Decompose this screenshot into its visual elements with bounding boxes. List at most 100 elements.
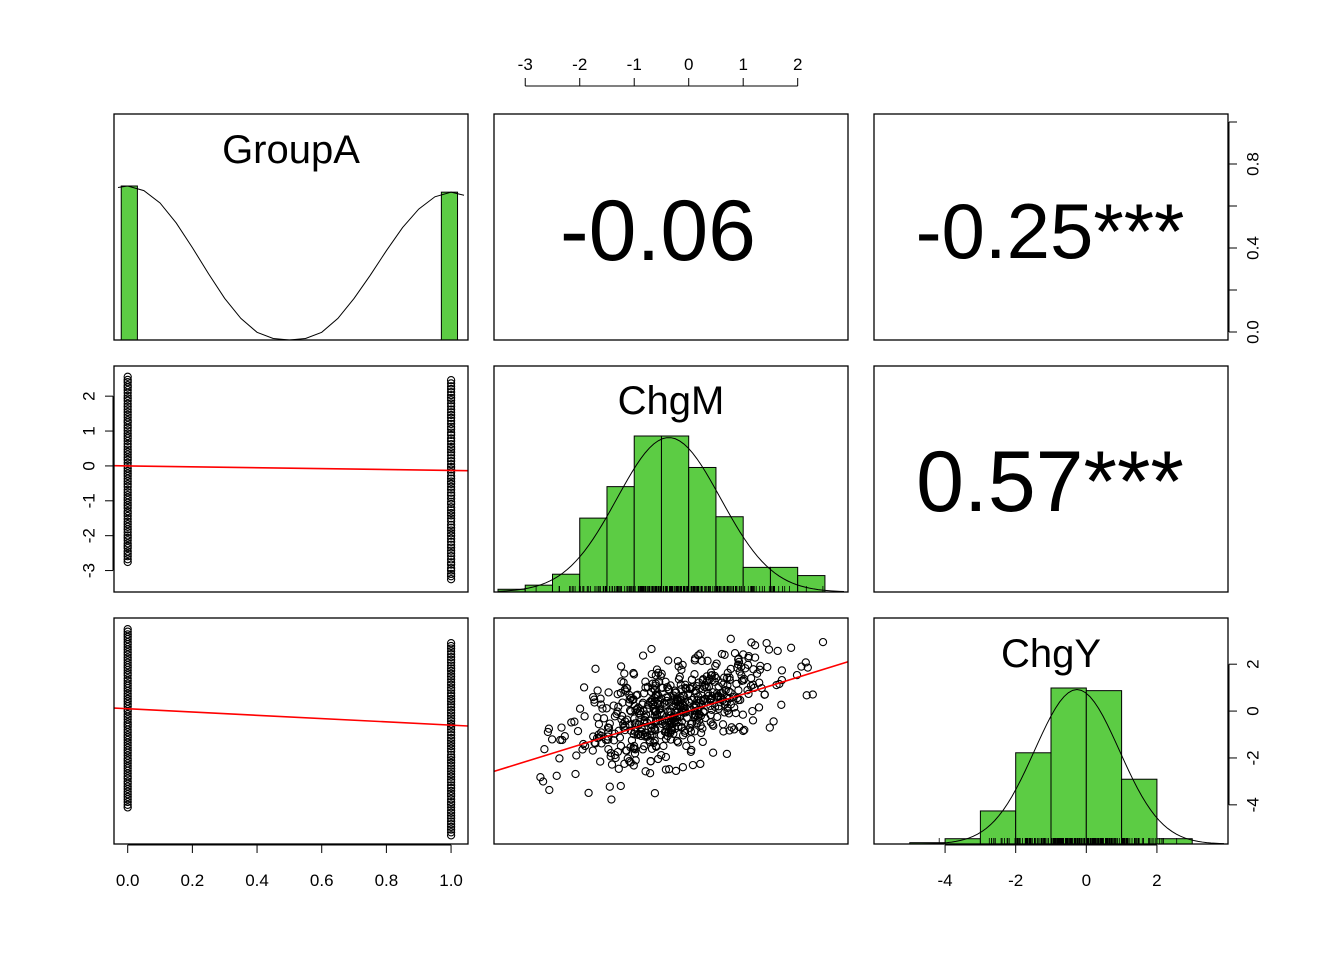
chgy-vs-groupa-point — [446, 808, 456, 817]
chgy-vs-groupa-point — [446, 775, 456, 784]
chgm-vs-groupa-point — [123, 495, 132, 505]
chgm-vs-groupa-point — [446, 497, 456, 506]
chgm-vs-groupa-point — [446, 434, 456, 443]
chgm-vs-groupa-point — [446, 485, 456, 494]
chgm-vs-groupa-point — [123, 555, 132, 564]
chgy-vs-groupa-point — [446, 680, 456, 689]
chgm-vs-groupa-point — [123, 445, 132, 454]
chgy-vs-groupa-point — [123, 782, 132, 791]
chgy-vs-chgm-point — [674, 722, 683, 731]
chgm-vs-groupa-point — [446, 479, 456, 489]
chgy-vs-chgm-point — [749, 665, 758, 674]
chgm-vs-groupa-point — [446, 430, 456, 440]
chgm-vs-groupa-point — [446, 511, 456, 520]
chgy-vs-groupa-point — [446, 800, 456, 809]
chgy-rug — [938, 838, 1178, 844]
chgy-hist-bar — [1015, 752, 1052, 845]
left-mid-axis-tick-label: -2 — [80, 528, 99, 543]
chgy-vs-groupa-point — [446, 736, 456, 745]
chgy-vs-chgm-point — [556, 735, 565, 745]
chgm-vs-groupa-point — [446, 410, 456, 420]
top-axis-tick-label: -2 — [572, 55, 587, 74]
chgy-vs-chgm-point — [674, 662, 683, 671]
chgm-vs-groupa-point — [123, 394, 132, 403]
chgy-vs-groupa-point — [446, 789, 456, 798]
chgm-vs-groupa-point — [446, 376, 456, 385]
chgm-vs-groupa-point — [446, 456, 456, 466]
chgy-vs-chgm-point — [557, 723, 566, 732]
chgy-hist-bar — [1085, 690, 1123, 845]
chgm-vs-groupa-point — [123, 410, 132, 419]
chgy-vs-chgm-point — [755, 665, 765, 674]
chgm-hist-bar — [633, 435, 662, 593]
chgm-vs-groupa-point — [446, 558, 456, 567]
chgm-vs-groupa-point — [123, 557, 132, 567]
chgy-vs-chgm-point — [754, 703, 764, 712]
chgy-vs-chgm-point — [737, 676, 747, 685]
chgy-vs-chgm-point — [651, 707, 661, 716]
chgy-vs-chgm-point — [647, 697, 656, 707]
chgy-vs-groupa-point — [446, 672, 456, 681]
chgm-vs-groupa-point — [446, 384, 456, 394]
chgy-vs-chgm-point — [723, 673, 732, 682]
top-axis-tick-label: -1 — [627, 55, 642, 74]
chgy-vs-groupa-point — [446, 797, 456, 807]
chgy-vs-groupa-point — [446, 744, 456, 753]
chgy-vs-groupa-point — [446, 664, 456, 673]
chgy-vs-chgm-point — [803, 663, 812, 672]
chgy-vs-chgm-point — [730, 725, 739, 734]
chgy-vs-groupa-point — [446, 647, 456, 656]
chgy-vs-chgm-point — [616, 688, 626, 698]
chgm-vs-groupa-point — [446, 439, 456, 449]
chgm-vs-groupa-point — [446, 482, 456, 491]
chgy-vs-chgm-point — [711, 661, 720, 671]
chgm-vs-groupa-point — [123, 455, 132, 465]
chgy-vs-chgm-point — [614, 764, 623, 773]
chgy-vs-chgm-point — [713, 712, 722, 722]
chgy-vs-groupa-point — [446, 669, 456, 678]
chgy-vs-groupa-point — [123, 679, 132, 688]
chgy-vs-chgm-point — [802, 691, 811, 700]
chgy-vs-groupa-point — [123, 668, 132, 678]
chgy-vs-chgm-point — [638, 698, 648, 707]
chgm-vs-groupa-point — [446, 408, 456, 417]
chgy-vs-chgm-point — [797, 662, 806, 671]
chgy-vs-chgm-point — [696, 728, 706, 738]
chgy-vs-groupa-point — [123, 648, 132, 657]
chgy-vs-groupa-point — [123, 674, 132, 683]
panel-frame-r3-c2 — [493, 617, 849, 845]
chgy-vs-chgm-point — [725, 673, 734, 682]
chgy-vs-chgm-point — [591, 664, 600, 673]
top-axis-tick-label: -3 — [518, 55, 533, 74]
chgy-vs-chgm-point — [571, 769, 580, 779]
chgm-vs-groupa-point — [446, 474, 456, 483]
chgy-vs-chgm-point — [538, 777, 548, 786]
chgy-vs-chgm-point — [645, 769, 655, 778]
chgy-vs-groupa-point — [446, 814, 456, 823]
bottom-left-axis-tick-label: 0.8 — [375, 871, 399, 890]
chgy-vs-chgm-point — [620, 669, 629, 678]
chgy-vs-chgm-point — [620, 717, 630, 726]
chgy-vs-chgm-point — [616, 662, 626, 671]
chgy-vs-groupa-point — [446, 675, 456, 684]
chgy-vs-groupa-point — [446, 666, 456, 676]
chgy-vs-chgm-point — [675, 672, 684, 681]
chgy-vs-groupa-point — [446, 719, 456, 729]
chgy-vs-chgm-point — [629, 695, 638, 704]
chgy-vs-groupa-point — [123, 689, 132, 698]
chgy-vs-chgm-point — [612, 709, 621, 719]
chgy-vs-chgm-point — [681, 680, 690, 689]
chgm-vs-groupa-point — [446, 405, 456, 414]
chgm-vs-groupa-point — [446, 575, 456, 584]
chgy-vs-chgm-point — [718, 720, 728, 729]
bottom-right-axis-tick-label: -4 — [938, 871, 953, 890]
right-bottom-axis-tick-label: 2 — [1244, 659, 1263, 668]
chgy-vs-chgm-point — [678, 763, 688, 772]
chgy-vs-chgm-point — [733, 694, 742, 703]
chgy-vs-groupa-point — [123, 797, 132, 807]
chgy-vs-chgm-point — [599, 714, 609, 723]
chgy-vs-chgm-point — [687, 675, 697, 684]
correlation-groupa-chgy: -0.25*** — [916, 187, 1185, 275]
chgy-vs-chgm-point — [637, 724, 646, 733]
chgm-vs-groupa-point — [446, 537, 456, 547]
